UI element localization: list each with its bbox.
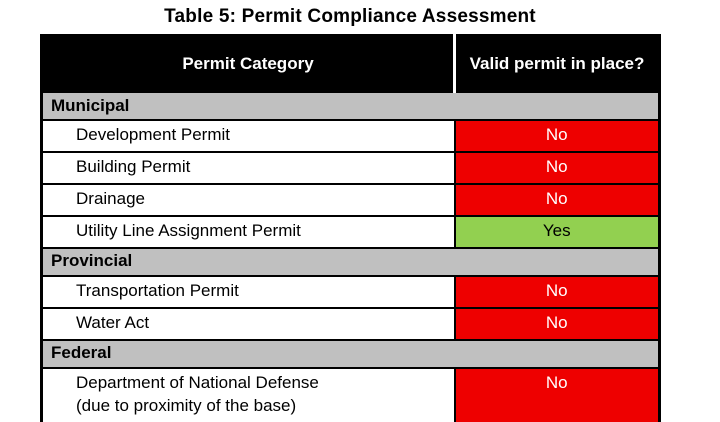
permit-status-cell: No — [453, 182, 661, 217]
permit-status-cell: No — [453, 274, 661, 309]
permit-status-cell: No — [453, 119, 661, 153]
permit-table-body: Municipal Development Permit No Building Pe… — [40, 91, 661, 422]
permit-status-cell: Yes — [453, 214, 661, 249]
section-row-municipal: Municipal — [40, 91, 661, 121]
section-row-federal: Federal — [40, 338, 661, 369]
permit-category-cell: Development Permit — [40, 119, 456, 153]
section-label: Federal — [40, 338, 661, 369]
permit-category-cell: Utility Line Assignment Permit — [40, 214, 456, 249]
section-label: Provincial — [40, 246, 661, 277]
permit-status-cell: No — [453, 306, 661, 341]
section-row-provincial: Provincial — [40, 246, 661, 277]
permit-status-cell: No — [453, 150, 661, 185]
header-row: Permit Category Valid permit in place? — [40, 34, 661, 93]
permit-category-cell: Drainage — [40, 182, 456, 217]
permit-row: Building Permit No — [40, 150, 661, 185]
permit-row: Department of National Defense (due to p… — [40, 366, 661, 422]
table-title: Table 5: Permit Compliance Assessment — [164, 6, 536, 27]
permit-row: Water Act No — [40, 306, 661, 341]
permit-row: Drainage No — [40, 182, 661, 217]
column-header-valid-permit: Valid permit in place? — [453, 34, 661, 93]
column-header-permit-category: Permit Category — [40, 34, 456, 93]
permit-category-cell: Building Permit — [40, 150, 456, 185]
permit-table-container: Table 5: Permit Compliance Assessment Pe… — [40, 6, 661, 422]
permit-row: Transportation Permit No — [40, 274, 661, 309]
permit-category-cell: Department of National Defense (due to p… — [40, 366, 456, 422]
permit-status-cell: No — [453, 366, 661, 422]
permit-row: Utility Line Assignment Permit Yes — [40, 214, 661, 249]
permit-category-cell: Transportation Permit — [40, 274, 456, 309]
section-label: Municipal — [40, 91, 661, 121]
permit-row: Development Permit No — [40, 119, 661, 153]
permit-compliance-table: Permit Category Valid permit in place? M… — [40, 34, 661, 422]
permit-category-cell: Water Act — [40, 306, 456, 341]
